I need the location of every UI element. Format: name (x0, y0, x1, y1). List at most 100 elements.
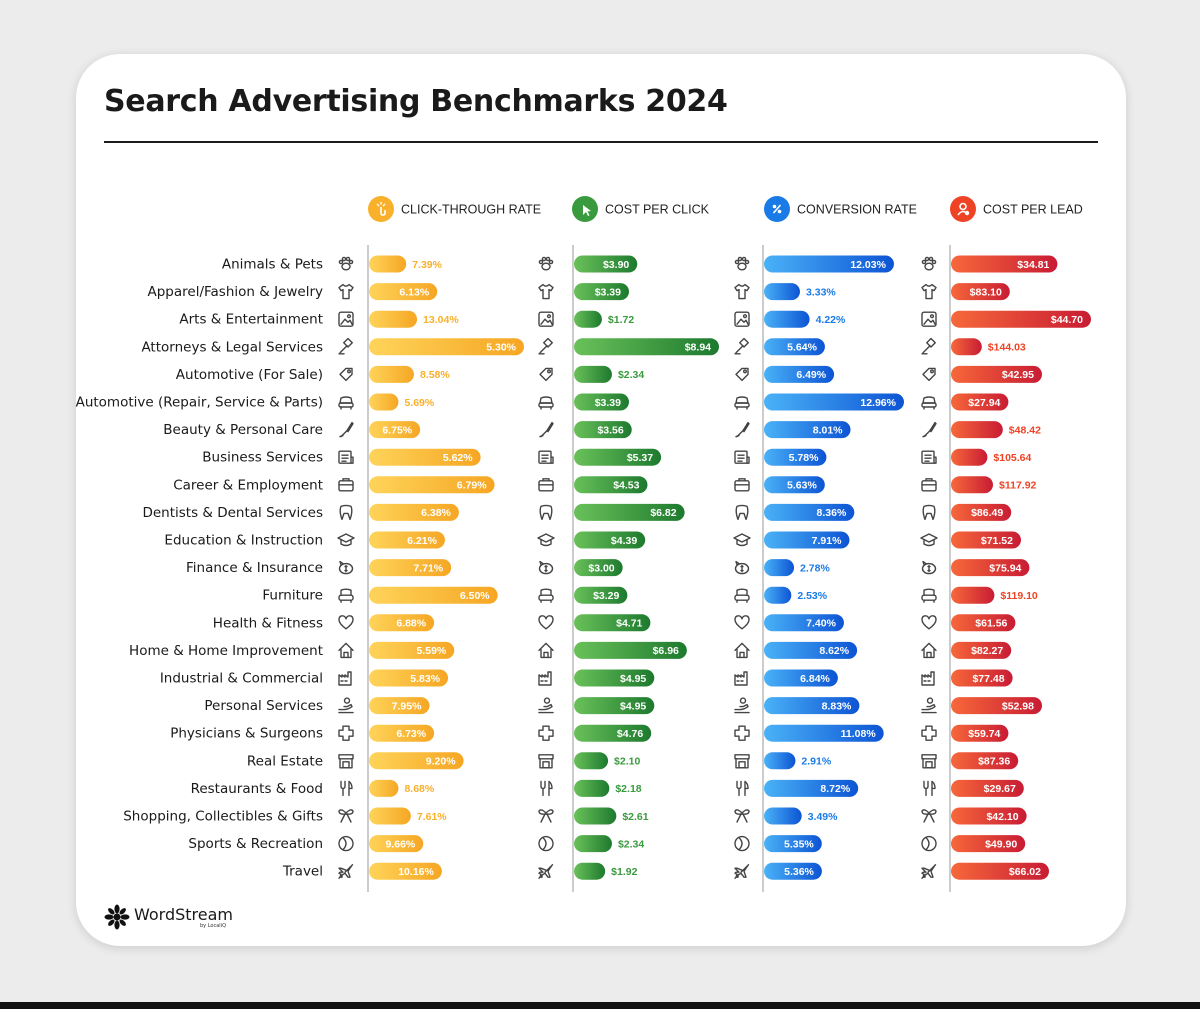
bar (369, 503, 459, 521)
gavel-icon (921, 337, 936, 355)
bar (951, 641, 1012, 659)
bar (574, 503, 685, 521)
storefront-icon (538, 754, 554, 769)
document-icon (338, 450, 354, 464)
picture-icon (734, 311, 750, 327)
shirt-icon (921, 283, 937, 300)
tag-icon (735, 367, 749, 382)
data-label: 5.64% (787, 342, 817, 354)
storefront-icon (338, 754, 354, 769)
data-label: 8.01% (813, 424, 843, 436)
bar (369, 476, 495, 494)
ball-icon (338, 835, 354, 852)
bar (951, 779, 1024, 797)
data-label: 5.78% (789, 452, 819, 464)
column-header-label: COST PER CLICK (605, 203, 710, 217)
data-label: 5.36% (784, 866, 814, 878)
plane-icon (734, 864, 750, 879)
data-label: 3.49% (808, 811, 838, 823)
storefront-icon (921, 754, 937, 769)
ball-icon (734, 835, 750, 852)
bar (574, 779, 610, 797)
bar (951, 724, 1009, 742)
tag-icon (922, 367, 936, 382)
data-label: $8.94 (685, 342, 711, 354)
graduation-cap-icon (920, 533, 938, 547)
plane-icon (538, 864, 554, 879)
bar (369, 310, 418, 328)
data-label: 7.40% (806, 618, 836, 630)
bar (764, 476, 825, 494)
data-label: 5.63% (787, 480, 817, 492)
data-label: $4.95 (620, 673, 646, 685)
data-label: $71.52 (981, 535, 1013, 547)
bar (574, 669, 655, 687)
bar (951, 752, 1019, 770)
bar (574, 724, 652, 742)
data-label: $4.76 (617, 728, 643, 740)
data-label: $3.90 (603, 259, 629, 271)
data-label: $6.82 (650, 507, 676, 519)
bar (574, 283, 629, 301)
bar (951, 365, 1042, 383)
tag-icon (339, 367, 353, 382)
category-label: Animals & Pets (222, 257, 323, 273)
bar (951, 393, 1009, 411)
category-label: Dentists & Dental Services (142, 505, 323, 521)
data-label: $48.42 (1009, 424, 1041, 436)
data-label: 10.16% (398, 866, 434, 878)
data-label: $3.29 (593, 590, 619, 602)
column-header-3: COST PER LEAD (950, 196, 1083, 222)
page-title: Search Advertising Benchmarks 2024 (104, 84, 728, 119)
bar (369, 586, 498, 604)
bar (951, 255, 1058, 273)
car-icon (538, 396, 554, 410)
plane-icon (921, 864, 937, 879)
data-label: 5.62% (443, 452, 473, 464)
category-label: Apparel/Fashion & Jewelry (148, 284, 324, 300)
bar (764, 641, 858, 659)
category-label: Real Estate (247, 753, 323, 769)
heart-icon (538, 615, 554, 630)
percent-icon (772, 204, 782, 214)
bar (574, 310, 602, 328)
bar (764, 421, 851, 439)
bar (574, 338, 719, 356)
column-header-0: CLICK-THROUGH RATE (368, 196, 541, 222)
bar (951, 283, 1010, 301)
data-label: $2.18 (615, 783, 641, 795)
category-label: Automotive (Repair, Service & Parts) (76, 395, 323, 411)
bar (369, 614, 435, 632)
bar (764, 338, 825, 356)
tooth-icon (735, 504, 749, 521)
briefcase-icon (538, 478, 554, 492)
bar (764, 697, 860, 715)
data-label: $4.39 (611, 535, 637, 547)
utensils-icon (340, 780, 353, 797)
category-label: Physicians & Surgeons (170, 726, 323, 742)
medical-cross-icon (338, 725, 354, 741)
data-label: 6.84% (800, 673, 830, 685)
briefcase-icon (338, 478, 354, 492)
factory-icon (734, 671, 748, 686)
data-label: 2.53% (797, 590, 827, 602)
data-label: $82.27 (971, 645, 1003, 657)
brush-icon (735, 421, 750, 438)
data-label: $59.74 (968, 728, 1000, 740)
bar (951, 559, 1030, 577)
medical-cross-icon (538, 725, 554, 741)
data-label: 12.96% (860, 397, 896, 409)
bar (369, 779, 399, 797)
bar (574, 614, 651, 632)
bar (951, 586, 995, 604)
category-label: Industrial & Commercial (160, 671, 323, 687)
gavel-icon (338, 337, 353, 355)
data-label: $87.36 (978, 756, 1010, 768)
bar (369, 448, 481, 466)
data-label: $66.02 (1009, 866, 1041, 878)
data-label: $6.96 (653, 645, 679, 657)
data-label: $144.03 (988, 342, 1026, 354)
data-label: $44.70 (1051, 314, 1083, 326)
data-label: $3.00 (588, 562, 614, 574)
factory-icon (921, 671, 935, 686)
